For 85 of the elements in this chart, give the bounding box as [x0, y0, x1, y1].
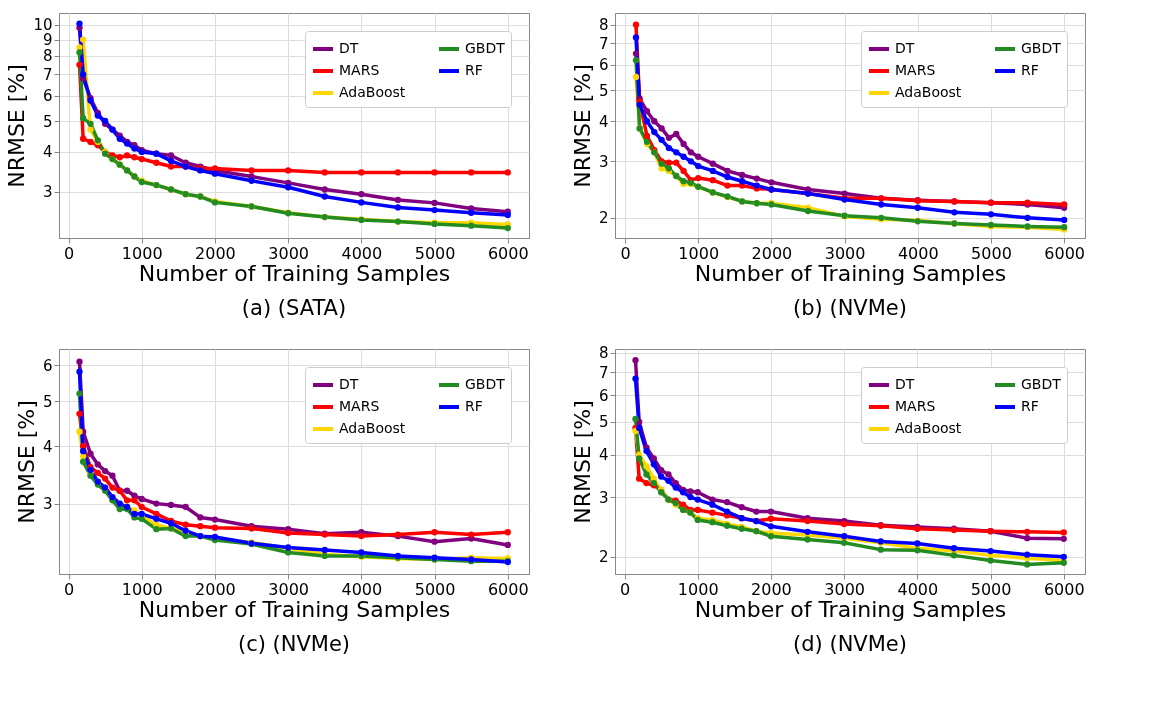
x-axis-title: Number of Training Samples [694, 260, 1007, 286]
x-tick-label: 0 [63, 579, 75, 599]
x-tick-label: 2000 [195, 579, 236, 599]
legend-label: DT [895, 376, 915, 392]
x-axis-title: Number of Training Samples [694, 596, 1007, 622]
text: (a) (SATA) [241, 296, 347, 320]
x-axis-title: Number of Training Samples [138, 596, 451, 622]
y-tick-label: 2 [598, 548, 609, 567]
x-tick-label: 2000 [195, 243, 236, 263]
x-tick-label: 0 [63, 243, 75, 263]
legend-label: MARS [895, 398, 936, 414]
x-tick-label: 3000 [268, 579, 309, 599]
x-axis-title: Number of Training Samples [138, 260, 451, 286]
legend-label: MARS [895, 62, 936, 78]
legend-label: RF [1021, 62, 1039, 78]
legend-label: GBDT [465, 376, 506, 392]
y-tick-label: 3 [42, 495, 53, 514]
y-tick-label: 5 [598, 81, 609, 100]
x-tick-label: 6000 [1044, 243, 1085, 263]
legend-label: MARS [339, 62, 380, 78]
x-tick-label: 5000 [414, 579, 456, 599]
text: (d) (NVMe) [793, 632, 907, 656]
y-tick-label: 4 [42, 437, 53, 456]
x-tick-label: 3000 [824, 579, 865, 599]
y-tick-label: 3 [598, 488, 609, 507]
y-tick-label: 5 [42, 112, 53, 131]
legend-label: DT [339, 40, 359, 56]
y-axis-title: NRMSE [%] [13, 400, 39, 524]
x-tick-label: 2000 [751, 579, 792, 599]
legend-label: AdaBoost [339, 84, 406, 100]
x-tick-label: 4000 [341, 243, 383, 263]
legend-label: GBDT [1021, 40, 1062, 56]
text: (b) (NVMe) [793, 296, 907, 320]
x-tick-label: 4000 [897, 243, 939, 263]
x-tick-label: 0 [619, 579, 631, 599]
legend-label: DT [895, 40, 915, 56]
y-tick-label: 5 [42, 392, 53, 411]
legend-label: RF [465, 62, 483, 78]
x-tick-label: 5000 [414, 243, 456, 263]
legend-label: DT [339, 376, 359, 392]
y-tick-label: 5 [598, 413, 609, 432]
y-tick-label: 8 [42, 47, 53, 66]
y-tick-label: 6 [598, 56, 609, 75]
y-tick-label: 6 [42, 356, 53, 375]
y-tick-label: 4 [42, 143, 53, 162]
x-tick-label: 3000 [824, 243, 866, 263]
y-tick-label: 6 [598, 386, 609, 405]
x-tick-label: 1000 [678, 243, 720, 263]
x-tick-label: 6000 [487, 579, 529, 599]
y-tick-label: 4 [598, 446, 609, 465]
x-tick-label: 5000 [970, 579, 1012, 599]
x-tick-label: 5000 [971, 243, 1012, 263]
x-tick-label: 4000 [341, 579, 383, 599]
y-tick-label: 8 [598, 16, 609, 35]
legend-label: AdaBoost [895, 420, 962, 436]
y-axis-title: NRMSE [%] [569, 400, 595, 524]
x-tick-label: 2000 [751, 243, 793, 263]
y-tick-label: 3 [598, 152, 609, 171]
legend-label: AdaBoost [895, 84, 962, 100]
y-tick-label: 6 [42, 87, 53, 106]
y-axis-title: NRMSE [%] [4, 64, 30, 188]
y-axis-title: NRMSE [%] [569, 64, 595, 188]
y-tick-label: 3 [42, 183, 53, 202]
y-tick-label: 7 [598, 34, 609, 53]
legend-label: RF [465, 398, 483, 414]
x-tick-label: 1000 [121, 243, 163, 263]
x-tick-label: 6000 [1043, 579, 1085, 599]
legend-label: GBDT [1021, 376, 1062, 392]
legend-label: RF [1021, 398, 1039, 414]
x-tick-label: 3000 [268, 243, 309, 263]
legend-label: MARS [339, 398, 380, 414]
y-tick-label: 9 [42, 31, 53, 50]
x-tick-label: 6000 [487, 243, 529, 263]
y-tick-label: 2 [598, 209, 609, 228]
y-tick-label: 8 [598, 344, 609, 363]
y-tick-label: 7 [42, 65, 53, 84]
x-tick-label: 0 [620, 243, 631, 263]
legend-label: GBDT [465, 40, 506, 56]
legend-label: AdaBoost [339, 420, 406, 436]
x-tick-label: 4000 [897, 579, 939, 599]
x-tick-label: 1000 [677, 579, 719, 599]
y-tick-label: 4 [598, 112, 609, 131]
text: (c) (NVMe) [237, 632, 351, 656]
y-tick-label: 7 [598, 363, 609, 382]
x-tick-label: 1000 [121, 579, 163, 599]
